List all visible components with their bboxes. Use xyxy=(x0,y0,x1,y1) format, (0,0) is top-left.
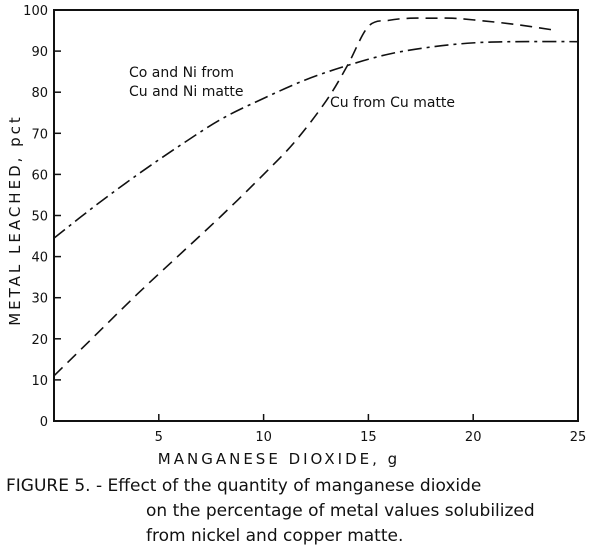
y-tick-label: 20 xyxy=(31,333,48,348)
figure-caption-line-2: on the percentage of metal values solubi… xyxy=(146,501,535,521)
annotation-co-ni-line-2: Cu and Ni matte xyxy=(129,84,244,100)
y-tick-label: 30 xyxy=(31,292,48,307)
series-layer xyxy=(53,17,579,377)
x-tick-label: 5 xyxy=(155,430,163,445)
annotations: Co and Ni from Cu and Ni matte Cu from C… xyxy=(129,65,455,111)
x-tick-label: 25 xyxy=(570,430,587,445)
y-axis-title: METAL LEACHED, pct xyxy=(6,114,24,326)
x-tick-label: 20 xyxy=(465,430,482,445)
y-tick-label: 90 xyxy=(31,45,48,60)
y-tick-label: 70 xyxy=(31,127,48,142)
annotation-cu: Cu from Cu matte xyxy=(330,95,455,111)
figure-caption-line-1: FIGURE 5. - Effect of the quantity of ma… xyxy=(6,476,482,496)
y-tick-label: 50 xyxy=(31,210,48,225)
annotation-co-ni-line-1: Co and Ni from xyxy=(129,65,234,81)
y-tick-label: 0 xyxy=(40,415,48,430)
y-tick-label: 80 xyxy=(31,86,48,101)
y-tick-label: 60 xyxy=(31,168,48,183)
y-tick-label: 40 xyxy=(31,251,48,266)
x-axis-title: MANGANESE DIOXIDE, g xyxy=(158,450,400,468)
series-line-co-ni xyxy=(53,40,579,239)
x-tick-label: 15 xyxy=(360,430,377,445)
x-axis-ticks: 5 10 15 20 25 xyxy=(155,414,587,445)
y-tick-label: 10 xyxy=(31,374,48,389)
y-tick-label: 100 xyxy=(23,4,48,19)
figure-caption-line-3: from nickel and copper matte. xyxy=(146,526,404,546)
x-tick-label: 10 xyxy=(255,430,272,445)
series-line-cu xyxy=(53,17,558,377)
y-axis-ticks: 0 10 20 30 40 50 60 70 80 90 100 xyxy=(23,4,61,430)
